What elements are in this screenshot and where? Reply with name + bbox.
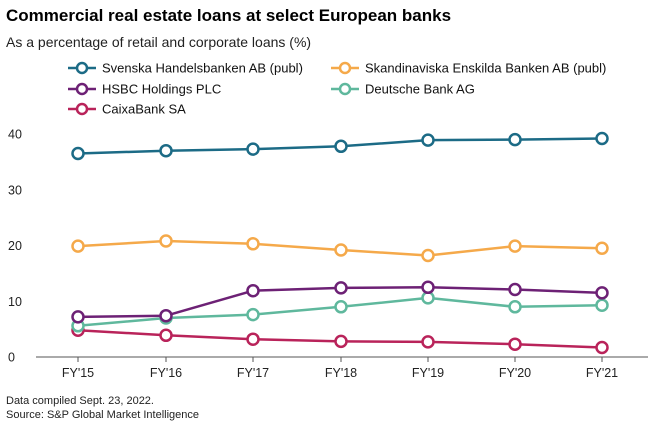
data-point-svenska-handelsbanken-ab-publ-fy-20 [508, 132, 522, 147]
data-point-hsbc-holdings-plc-fy-17 [246, 283, 260, 298]
data-point-svenska-handelsbanken-ab-publ-fy-17 [246, 142, 260, 156]
data-point-skandinaviska-enskilda-banken-ab-publ-fy-21 [595, 241, 609, 256]
y-tick-label-40: 40 [8, 128, 22, 142]
data-point-deutsche-bank-ag-fy-21 [595, 298, 609, 312]
data-point-svenska-handelsbanken-ab-publ-fy-18 [334, 139, 348, 154]
x-tick-label-fy-17: FY'17 [237, 366, 269, 380]
data-point-caixabank-sa-fy-21 [595, 340, 609, 355]
series-layer [71, 131, 609, 355]
data-point-skandinaviska-enskilda-banken-ab-publ-fy-17 [246, 237, 260, 251]
data-point-svenska-handelsbanken-ab-publ-fy-19 [421, 133, 435, 147]
data-point-hsbc-holdings-plc-fy-15 [71, 310, 85, 324]
chart-subtitle: As a percentage of retail and corporate … [6, 34, 312, 50]
series-caixabank-sa [71, 323, 609, 355]
chart-title: Commercial real estate loans at select E… [6, 6, 452, 25]
legend-marker-caixabank-sa [75, 102, 89, 116]
legend-marker-skandinaviska-enskilda-banken-ab-publ [338, 61, 352, 75]
data-point-hsbc-holdings-plc-fy-18 [334, 281, 348, 295]
data-point-caixabank-sa-fy-20 [508, 337, 522, 351]
legend-label-svenska-handelsbanken-ab-publ: Svenska Handelsbanken AB (publ) [102, 61, 303, 76]
data-point-svenska-handelsbanken-ab-publ-fy-21 [595, 131, 609, 146]
x-tick-label-fy-16: FY'16 [150, 366, 182, 380]
data-point-deutsche-bank-ag-fy-20 [508, 300, 522, 314]
footer-note: Data compiled Sept. 23, 2022. [6, 395, 154, 407]
legend-label-hsbc-holdings-plc: HSBC Holdings PLC [102, 82, 221, 97]
y-tick-label-0: 0 [8, 351, 15, 365]
data-point-svenska-handelsbanken-ab-publ-fy-15 [71, 146, 85, 161]
data-point-skandinaviska-enskilda-banken-ab-publ-fy-16 [159, 234, 173, 248]
x-tick-label-fy-21: FY'21 [586, 366, 618, 380]
y-tick-label-30: 30 [8, 183, 22, 197]
legend-marker-svenska-handelsbanken-ab-publ [75, 61, 89, 75]
data-point-caixabank-sa-fy-18 [334, 334, 348, 349]
legend-marker-deutsche-bank-ag [338, 82, 352, 96]
series-deutsche-bank-ag [71, 291, 609, 333]
footer-source: Source: S&P Global Market Intelligence [6, 409, 200, 421]
data-point-skandinaviska-enskilda-banken-ab-publ-fy-19 [421, 248, 435, 263]
data-point-hsbc-holdings-plc-fy-21 [595, 286, 609, 300]
x-tick-label-fy-19: FY'19 [412, 366, 444, 380]
x-tick-label-fy-20: FY'20 [499, 366, 531, 380]
legend-label-deutsche-bank-ag: Deutsche Bank AG [365, 82, 475, 97]
series-svenska-handelsbanken-ab-publ [71, 131, 609, 161]
data-point-caixabank-sa-fy-16 [159, 328, 173, 343]
series-skandinaviska-enskilda-banken-ab-publ [71, 234, 609, 263]
x-tick-label-fy-18: FY'18 [325, 366, 357, 380]
data-point-hsbc-holdings-plc-fy-16 [159, 308, 173, 323]
data-point-deutsche-bank-ag-fy-17 [246, 307, 260, 322]
data-point-caixabank-sa-fy-19 [421, 335, 435, 349]
y-axis: 0 10 20 30 40 [8, 128, 22, 365]
x-axis: FY'15 FY'16 FY'17 FY'18 FY'19 FY'20 FY'21 [36, 356, 648, 380]
data-point-svenska-handelsbanken-ab-publ-fy-16 [159, 143, 173, 158]
x-tick-label-fy-15: FY'15 [62, 366, 94, 380]
data-point-skandinaviska-enskilda-banken-ab-publ-fy-20 [508, 239, 522, 253]
y-tick-label-20: 20 [8, 239, 22, 253]
legend-label-skandinaviska-enskilda-banken-ab-publ: Skandinaviska Enskilda Banken AB (publ) [365, 61, 606, 76]
legend-marker-hsbc-holdings-plc [75, 82, 89, 96]
data-point-deutsche-bank-ag-fy-18 [334, 300, 348, 314]
data-point-skandinaviska-enskilda-banken-ab-publ-fy-15 [71, 239, 85, 253]
data-point-skandinaviska-enskilda-banken-ab-publ-fy-18 [334, 243, 348, 257]
legend: Svenska Handelsbanken AB (publ) Skandinav… [68, 61, 606, 117]
data-point-hsbc-holdings-plc-fy-20 [508, 282, 522, 297]
data-point-caixabank-sa-fy-17 [246, 332, 260, 346]
data-point-hsbc-holdings-plc-fy-19 [421, 280, 435, 295]
y-tick-label-10: 10 [8, 295, 22, 309]
legend-label-caixabank-sa: CaixaBank SA [102, 102, 186, 117]
series-hsbc-holdings-plc [71, 280, 609, 324]
